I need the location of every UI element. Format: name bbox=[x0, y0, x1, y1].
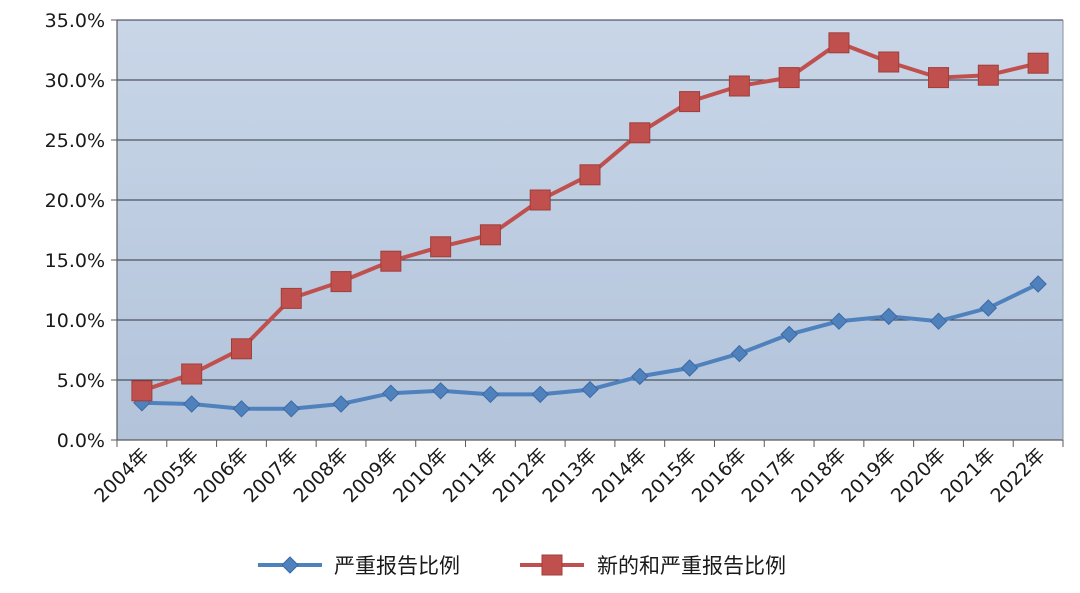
legend: 严重报告比例 新的和严重报告比例 bbox=[258, 554, 786, 578]
x-tick-label: 2005年 bbox=[140, 444, 203, 507]
data-point bbox=[929, 312, 948, 330]
data-point bbox=[481, 385, 500, 404]
data-point bbox=[531, 385, 549, 404]
data-point bbox=[979, 299, 998, 317]
data-point bbox=[728, 75, 750, 97]
y-tick-label: 10.0% bbox=[45, 310, 105, 332]
gridlines bbox=[117, 19, 1063, 381]
data-point bbox=[928, 67, 950, 89]
legend-item-1: 严重报告比例 bbox=[258, 554, 460, 578]
x-tick-label: 2015年 bbox=[638, 444, 701, 507]
data-point bbox=[878, 51, 900, 73]
data-point bbox=[629, 122, 651, 144]
x-tick-label: 2018年 bbox=[787, 444, 850, 507]
data-point bbox=[778, 67, 800, 89]
x-tick-label: 2009年 bbox=[339, 444, 402, 507]
y-tick-label: 5.0% bbox=[57, 370, 105, 392]
data-point bbox=[529, 189, 551, 211]
data-point bbox=[780, 325, 798, 344]
data-point bbox=[332, 395, 350, 413]
x-tick-label: 2022年 bbox=[986, 444, 1049, 507]
data-point bbox=[281, 556, 299, 574]
y-tick-label: 15.0% bbox=[45, 250, 105, 272]
data-point bbox=[280, 287, 302, 309]
data-point bbox=[1027, 52, 1049, 74]
data-point bbox=[181, 363, 203, 385]
x-tick-label: 2014年 bbox=[588, 444, 651, 507]
data-point bbox=[679, 91, 701, 113]
series-2 bbox=[131, 32, 1049, 402]
x-axis-ticks: 2004年2005年2006年2007年2008年2009年2010年2011年… bbox=[90, 440, 1064, 507]
data-point bbox=[380, 250, 402, 272]
x-tick-label: 2019年 bbox=[837, 444, 900, 507]
data-point bbox=[631, 367, 649, 386]
data-point bbox=[977, 64, 999, 86]
data-point bbox=[131, 380, 153, 402]
x-tick-label: 2004年 bbox=[90, 444, 153, 507]
x-tick-label: 2007年 bbox=[240, 444, 303, 507]
y-axis-ticks: 0.0% 5.0% 10.0% 15.0% 20.0% 25.0% 30.0% 35.0% bbox=[45, 10, 117, 452]
x-tick-label: 2017年 bbox=[738, 444, 801, 507]
data-point bbox=[431, 382, 450, 400]
data-point bbox=[230, 338, 252, 360]
x-tick-label: 2006年 bbox=[190, 444, 253, 507]
data-point bbox=[541, 554, 563, 576]
y-tick-label: 20.0% bbox=[45, 190, 105, 212]
data-point bbox=[730, 344, 749, 363]
data-point bbox=[680, 359, 699, 377]
data-point bbox=[880, 307, 898, 326]
data-point bbox=[282, 400, 300, 418]
data-point bbox=[430, 236, 452, 258]
data-point bbox=[330, 271, 352, 293]
y-tick-label: 35.0% bbox=[45, 10, 105, 32]
y-tick-label: 0.0% bbox=[57, 430, 105, 452]
x-tick-label: 2011年 bbox=[439, 444, 502, 507]
x-tick-label: 2021年 bbox=[937, 444, 1000, 507]
x-tick-label: 2012年 bbox=[489, 444, 552, 507]
data-point bbox=[479, 224, 501, 246]
y-tick-label: 30.0% bbox=[45, 70, 105, 92]
x-tick-label: 2020年 bbox=[887, 444, 950, 507]
y-tick-label: 25.0% bbox=[45, 130, 105, 152]
series-layer bbox=[131, 32, 1049, 418]
data-point bbox=[1029, 275, 1047, 293]
data-point bbox=[581, 380, 599, 399]
data-point bbox=[828, 32, 850, 54]
legend-item-2: 新的和严重报告比例 bbox=[520, 554, 786, 578]
data-point bbox=[382, 384, 400, 402]
series-1 bbox=[133, 275, 1047, 418]
x-tick-label: 2013年 bbox=[538, 444, 601, 507]
data-point bbox=[232, 400, 251, 418]
x-tick-label: 2010年 bbox=[389, 444, 452, 507]
data-point bbox=[579, 164, 601, 186]
axes bbox=[116, 20, 1064, 441]
plot-area bbox=[117, 20, 1063, 440]
x-tick-label: 2008年 bbox=[289, 444, 352, 507]
legend-label: 新的和严重报告比例 bbox=[597, 554, 786, 578]
data-point bbox=[830, 312, 848, 330]
data-point bbox=[182, 395, 201, 413]
x-tick-label: 2016年 bbox=[688, 444, 751, 507]
legend-label: 严重报告比例 bbox=[334, 554, 460, 578]
